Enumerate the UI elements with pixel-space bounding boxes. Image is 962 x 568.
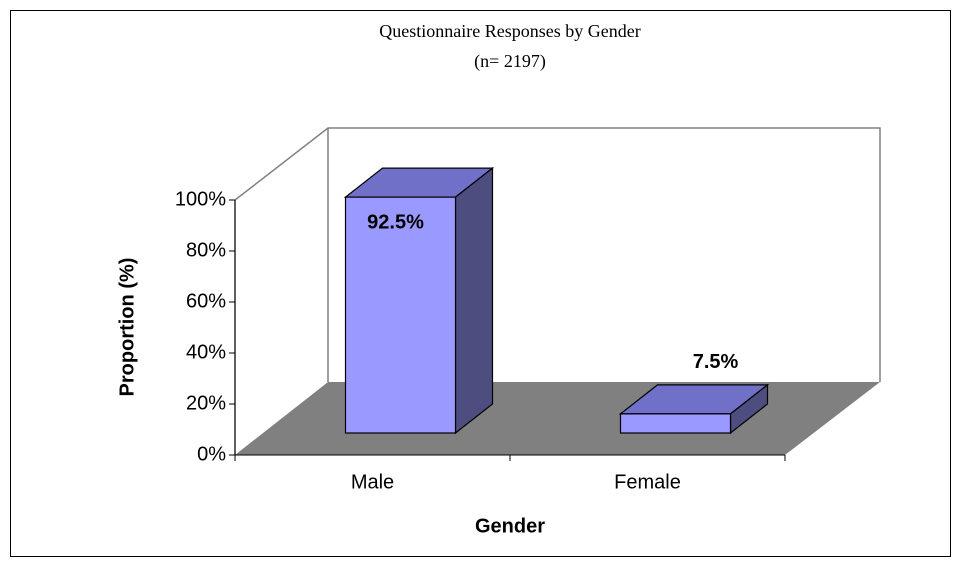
y-tick-label: 40% xyxy=(186,341,226,363)
data-label: 92.5% xyxy=(367,211,424,233)
floor xyxy=(235,382,880,455)
x-axis-title: Gender xyxy=(475,515,545,537)
y-axis-title: Proportion (%) xyxy=(116,258,138,397)
y-tick-label: 0% xyxy=(197,443,226,465)
chart-title: Questionnaire Responses by Gender xyxy=(379,21,640,41)
data-label: 7.5% xyxy=(693,351,739,373)
bar-side xyxy=(454,166,494,435)
y-tick-label: 80% xyxy=(186,239,226,261)
x-tick-label: Male xyxy=(351,471,394,493)
bar xyxy=(619,413,732,434)
y-tick-label: 100% xyxy=(175,188,226,210)
y-tick-label: 20% xyxy=(186,392,226,414)
y-tick-label: 60% xyxy=(186,290,226,312)
chart-subtitle: (n= 2197) xyxy=(474,51,546,72)
bar xyxy=(344,196,457,434)
x-tick-label: Female xyxy=(614,471,681,493)
